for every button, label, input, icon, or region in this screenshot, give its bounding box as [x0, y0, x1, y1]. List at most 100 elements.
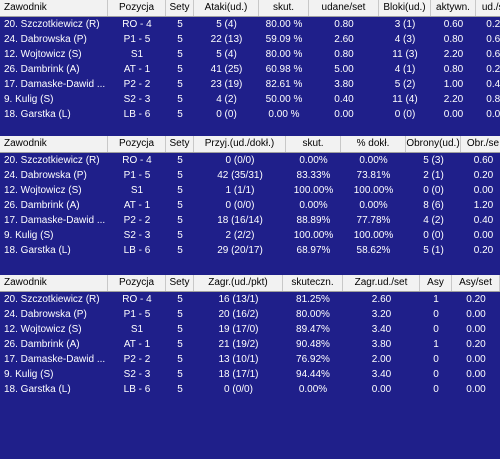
attack-block-table: Zawodnik Pozycja Sety Ataki(ud.) skut. udane/… [0, 0, 500, 122]
cell-attacks: 4 (2) [216, 94, 237, 105]
cell-receptions: 1 (1/1) [225, 185, 255, 196]
table-row[interactable]: 18. Garstka (L) LB - 6 5 0 (0/0) 0.00% 0.00 0 0… [0, 382, 500, 397]
cell-aces: 1 [433, 294, 439, 305]
table-row[interactable]: 12. Wojtowicz (S) S1 5 1 (1/1) 100.00% 100.00… [0, 183, 500, 198]
table-row[interactable]: 9. Kulig (S) S2 - 3 5 4 (2) 50.00 % 0.40 11 (4… [0, 92, 500, 107]
cell-sets: 5 [177, 200, 183, 211]
column-header-defenses[interactable]: Obrony(ud.) [406, 136, 461, 152]
cell-player: 20. Szczotkiewicz (R) [4, 294, 100, 305]
cell-sets: 5 [177, 49, 183, 60]
column-header-reception-accuracy[interactable]: % dokł. [341, 136, 406, 152]
cell-aces-per-set: 0.20 [466, 339, 486, 350]
reception-defense-table: Zawodnik Pozycja Sety Przyj.(ud./dokł.) skut… [0, 136, 500, 258]
column-header-defenses-per-set[interactable]: Obr./se [461, 136, 500, 152]
cell-sets: 5 [177, 19, 183, 30]
cell-sets: 5 [177, 309, 183, 320]
cell-player: 12. Wojtowicz (S) [4, 324, 82, 335]
table-row[interactable]: 20. Szczotkiewicz (R) RO - 4 5 16 (13/1) 81.… [0, 292, 500, 307]
cell-position: P2 - 2 [123, 354, 151, 365]
table-row[interactable]: 18. Garstka (L) LB - 6 5 0 (0) 0.00 % 0.00 0 (… [0, 107, 500, 122]
table-row[interactable]: 17. Damaske-Dawid ... P2 - 2 5 13 (10/1) 76.… [0, 352, 500, 367]
column-header-blocks[interactable]: Bloki(ud.) [379, 0, 431, 16]
column-header-receptions[interactable]: Przyj.(ud./dokł.) [194, 136, 286, 152]
cell-defenses-per-set: 1.20 [473, 200, 494, 211]
cell-blocks: 11 (3) [392, 49, 418, 60]
table-row[interactable]: 26. Dambrink (A) AT - 1 5 21 (19/2) 90.48% 3.… [0, 337, 500, 352]
cell-serve-efficiency: 90.48% [296, 339, 330, 350]
cell-sets: 5 [177, 185, 183, 196]
cell-position: RO - 4 [122, 19, 152, 30]
table-row[interactable]: 20. Szczotkiewicz (R) RO - 4 5 5 (4) 80.00 %… [0, 17, 500, 32]
cell-serves: 13 (10/1) [218, 354, 259, 365]
cell-player: 17. Damaske-Dawid ... [4, 354, 106, 365]
column-header-activity[interactable]: aktywn. [431, 0, 476, 16]
table-row[interactable]: 17. Damaske-Dawid ... P2 - 2 5 23 (19) 82.61… [0, 77, 500, 92]
cell-attacks: 5 (4) [216, 19, 237, 30]
table-row[interactable]: 12. Wojtowicz (S) S1 5 19 (17/0) 89.47% 3.40 0… [0, 322, 500, 337]
table-row[interactable]: 12. Wojtowicz (S) S1 5 5 (4) 80.00 % 0.80 11 (… [0, 47, 500, 62]
cell-aces: 1 [433, 339, 439, 350]
table-row[interactable]: 20. Szczotkiewicz (R) RO - 4 5 0 (0/0) 0.00%… [0, 153, 500, 168]
cell-serves-per-set: 3.80 [371, 339, 392, 350]
table-row[interactable]: 26. Dambrink (A) AT - 1 5 0 (0/0) 0.00% 0.00%… [0, 198, 500, 213]
table-row[interactable]: 17. Damaske-Dawid ... P2 - 2 5 18 (16/14) 88… [0, 213, 500, 228]
table-row[interactable]: 24. Dabrowska (P) P1 - 5 5 22 (13) 59.09 % 2.… [0, 32, 500, 47]
cell-position: P1 - 5 [123, 170, 151, 181]
column-header-sets[interactable]: Sety [166, 136, 194, 152]
table-row[interactable]: 26. Dambrink (A) AT - 1 5 41 (25) 60.98 % 5.0… [0, 62, 500, 77]
cell-reception-efficiency: 0.00% [299, 200, 328, 211]
cell-receptions: 0 (0/0) [225, 155, 255, 166]
cell-player: 26. Dambrink (A) [4, 64, 80, 75]
column-header-position[interactable]: Pozycja [108, 0, 166, 16]
table-row[interactable]: 9. Kulig (S) S2 - 3 5 2 (2/2) 100.00% 100.00%… [0, 228, 500, 243]
cell-aces-per-set: 0.00 [466, 384, 486, 395]
cell-attacks: 5 (4) [216, 49, 237, 60]
column-header-sets[interactable]: Sety [166, 0, 194, 16]
column-header-attack-efficiency[interactable]: skut. [259, 0, 309, 16]
column-header-aces[interactable]: Asy [420, 275, 452, 291]
cell-attacks-per-set: 0.80 [334, 19, 354, 30]
cell-reception-accuracy: 100.00% [353, 185, 394, 196]
cell-defenses-per-set: 0.60 [473, 155, 494, 166]
column-header-player[interactable]: Zawodnik [0, 275, 108, 291]
cell-defenses: 5 (1) [423, 245, 444, 256]
cell-position: S2 - 3 [123, 369, 151, 380]
column-header-reception-efficiency[interactable]: skut. [286, 136, 341, 152]
cell-sets: 5 [177, 34, 183, 45]
column-header-player[interactable]: Zawodnik [0, 136, 108, 152]
column-header-aces-per-set[interactable]: Asy/set [452, 275, 500, 291]
cell-player: 24. Dabrowska (P) [4, 309, 87, 320]
cell-attack-efficiency: 0.00 % [268, 109, 300, 120]
cell-receptions: 18 (16/14) [217, 215, 263, 226]
table-row[interactable]: 9. Kulig (S) S2 - 3 5 18 (17/1) 94.44% 3.40 0 0… [0, 367, 500, 382]
column-header-serves[interactable]: Zagr.(ud./pkt) [194, 275, 283, 291]
cell-reception-accuracy: 58.62% [356, 245, 391, 256]
cell-blocks-per-set: 0.60 [486, 34, 500, 45]
cell-reception-accuracy: 0.00% [359, 200, 388, 211]
column-header-attacks[interactable]: Ataki(ud.) [194, 0, 259, 16]
column-header-serve-efficiency[interactable]: skuteczn. [283, 275, 343, 291]
cell-position: LB - 6 [123, 384, 151, 395]
cell-serves-per-set: 0.00 [371, 384, 392, 395]
column-header-position[interactable]: Pozycja [108, 275, 166, 291]
column-header-position[interactable]: Pozycja [108, 136, 166, 152]
table-row[interactable]: 24. Dabrowska (P) P1 - 5 5 20 (16/2) 80.00% 3… [0, 307, 500, 322]
cell-sets: 5 [177, 384, 183, 395]
column-header-blocks-per-set[interactable]: ud./se [476, 0, 500, 16]
cell-receptions: 2 (2/2) [225, 230, 255, 241]
table-row[interactable]: 24. Dabrowska (P) P1 - 5 5 42 (35/31) 83.33%… [0, 168, 500, 183]
column-header-sets[interactable]: Sety [166, 275, 194, 291]
cell-serve-efficiency: 94.44% [296, 369, 330, 380]
cell-player: 24. Dabrowska (P) [4, 34, 87, 45]
column-header-serves-per-set[interactable]: Zagr.ud./set [343, 275, 420, 291]
cell-attacks-per-set: 5.00 [334, 64, 354, 75]
table-row[interactable]: 18. Garstka (L) LB - 6 5 29 (20/17) 68.97% 58… [0, 243, 500, 258]
column-header-player[interactable]: Zawodnik [0, 0, 108, 16]
cell-player: 17. Damaske-Dawid ... [4, 215, 106, 226]
cell-attack-efficiency: 80.00 % [265, 49, 303, 60]
cell-aces: 0 [433, 309, 439, 320]
cell-player: 26. Dambrink (A) [4, 200, 80, 211]
cell-serves: 0 (0/0) [224, 384, 253, 395]
cell-serves: 16 (13/1) [218, 294, 259, 305]
column-header-attacks-per-set[interactable]: udane/set [309, 0, 379, 16]
